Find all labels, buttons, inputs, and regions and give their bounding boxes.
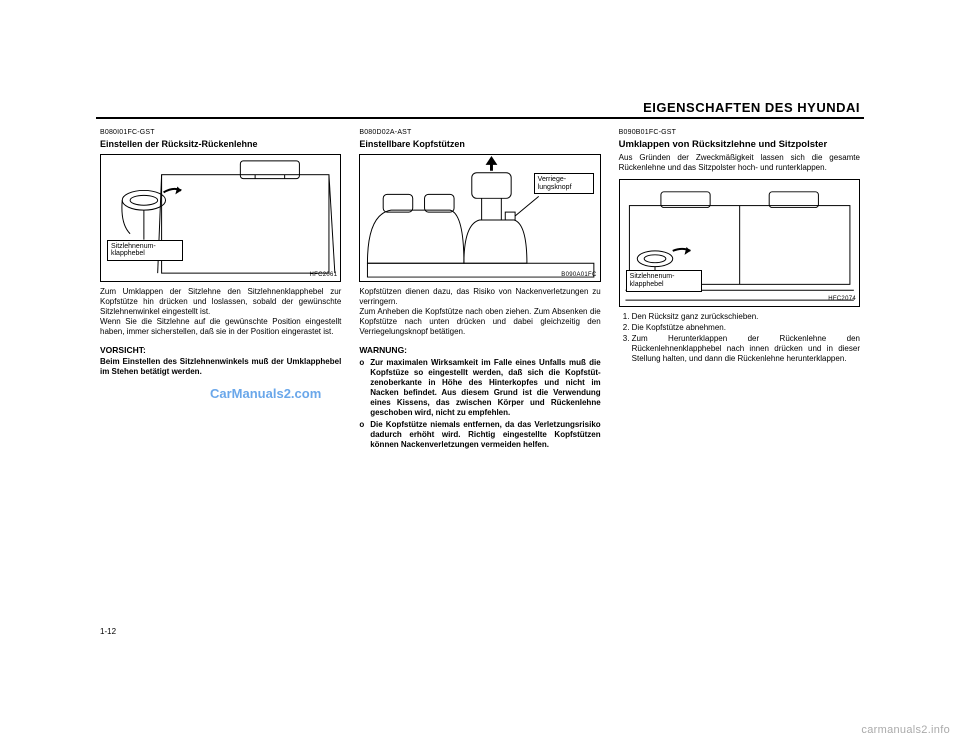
column-3: B090B01FC-GST Umklappen von Rücksitzlehn…	[619, 129, 860, 452]
step-item: Die Kopfstütze abnehmen.	[632, 323, 860, 333]
figure-id: B090A01FC	[561, 272, 596, 280]
step-item: Den Rücksitz ganz zurückschieben.	[632, 312, 860, 322]
warning-bullets: o Zur maximalen Wirksamkeit im Falle ein…	[359, 358, 600, 450]
manual-page: EIGENSCHAFTEN DES HYUNDAI B080I01FC-GST …	[96, 100, 864, 642]
bullet-item: o Die Kopfstütze niemals entfernen, da d…	[359, 420, 600, 450]
step-item: Zum Herunterklappen der Rückenlehne den …	[632, 334, 860, 364]
footer-link: carmanuals2.info	[861, 724, 950, 736]
paragraph: Aus Gründen der Zweckmäßigkeit lassen si…	[619, 153, 860, 173]
figure-seatback-lever: Sitzlehnenum- klapphebel HFC2061	[100, 154, 341, 282]
callout-lever-label: Sitzlehnenum- klapphebel	[626, 270, 702, 291]
paragraph: Zum Anheben die Kopfstütze nach oben zie…	[359, 307, 600, 337]
figure-id: HFC2074	[828, 296, 856, 304]
bullet-item: o Zur maximalen Wirksamkeit im Falle ein…	[359, 358, 600, 418]
section-code: B090B01FC-GST	[619, 129, 860, 138]
page-header: EIGENSCHAFTEN DES HYUNDAI	[96, 100, 864, 119]
page-number: 1-12	[100, 627, 116, 636]
figure-fold-seat: Sitzlehnenum- klapphebel HFC2074	[619, 179, 860, 307]
warning-heading: WARNUNG:	[359, 345, 600, 356]
paragraph: Kopfstützen dienen dazu, das Risiko von …	[359, 287, 600, 307]
callout-lockknob-label: Verriege- lungsknopf	[534, 173, 594, 194]
section-code: B080D02A-AST	[359, 129, 600, 138]
figure-id: HFC2061	[310, 272, 338, 280]
body-text: Kopfstützen dienen dazu, das Risiko von …	[359, 287, 600, 337]
section-heading: Umklappen von Rücksitzlehne und Sitzpols…	[619, 139, 860, 151]
bullet-marker: o	[359, 420, 364, 450]
section-code: B080I01FC-GST	[100, 129, 341, 138]
figure-headrest: Verriege- lungsknopf B090A01FC	[359, 154, 600, 282]
stage: EIGENSCHAFTEN DES HYUNDAI B080I01FC-GST …	[0, 0, 960, 742]
body-text: Aus Gründen der Zweckmäßigkeit lassen si…	[619, 153, 860, 173]
caution-heading: VORSICHT:	[100, 345, 341, 356]
paragraph: Wenn Sie die Sitzlehne auf die gewünscht…	[100, 317, 341, 337]
numbered-steps: Den Rücksitz ganz zurückschieben. Die Ko…	[619, 312, 860, 364]
body-text: Zum Umklappen der Sitzlehne den Sitzlehn…	[100, 287, 341, 337]
section-heading: Einstellen der Rücksitz-Rückenlehne	[100, 139, 341, 150]
bullet-text: Zur maximalen Wirksamkeit im Falle eines…	[370, 358, 600, 418]
figure-svg	[101, 155, 340, 281]
callout-lever-label: Sitzlehnenum- klapphebel	[107, 240, 183, 261]
paragraph: Zum Umklappen der Sitzlehne den Sitzlehn…	[100, 287, 341, 317]
columns: B080I01FC-GST Einstellen der Rücksitz-Rü…	[96, 119, 864, 452]
bullet-text: Die Kopfstütze niemals entfernen, da das…	[370, 420, 600, 450]
column-2: B080D02A-AST Einstellbare Kopfstützen	[359, 129, 600, 452]
caution-text: Beim Einstellen des Sitzlehnenwinkels mu…	[100, 357, 341, 377]
section-heading: Einstellbare Kopfstützen	[359, 139, 600, 150]
bullet-marker: o	[359, 358, 364, 418]
column-1: B080I01FC-GST Einstellen der Rücksitz-Rü…	[100, 129, 341, 452]
